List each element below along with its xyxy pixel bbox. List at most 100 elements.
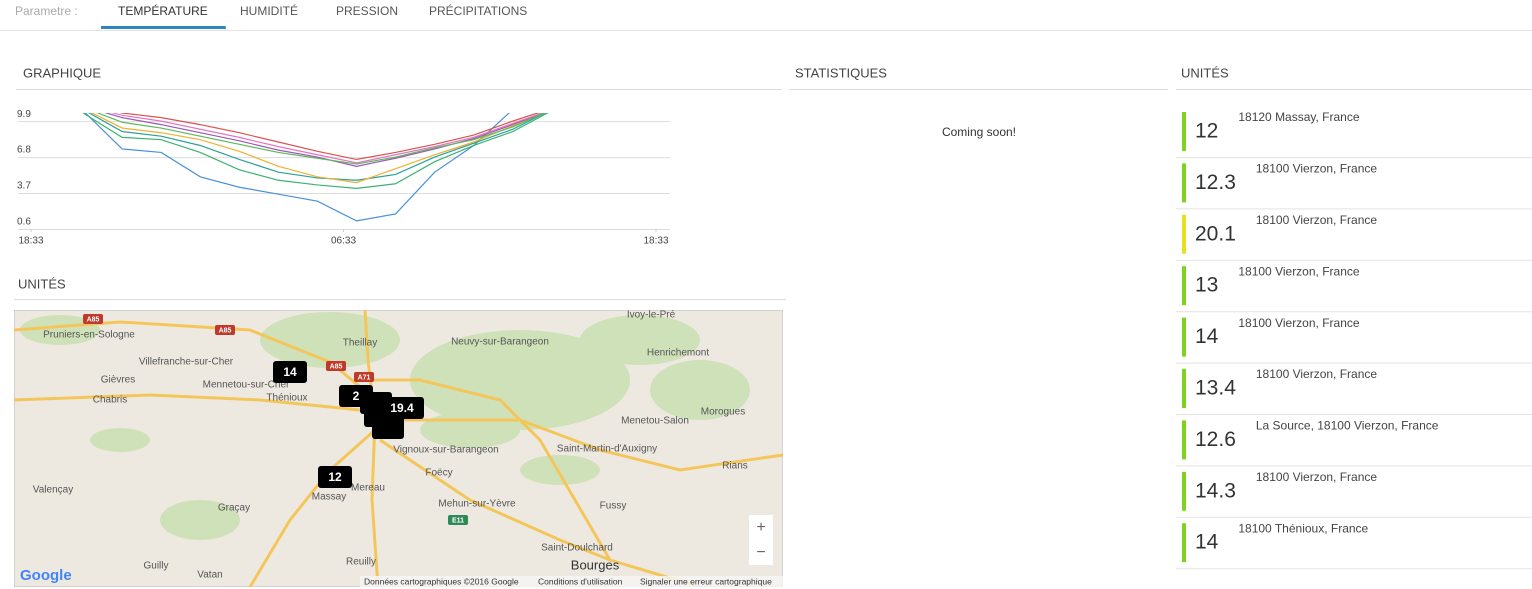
place-label: Vignoux-sur-Barangeon (393, 445, 498, 456)
unit-value[interactable]: 13.4 (1195, 377, 1236, 400)
x-tick-label: 18:33 (18, 236, 43, 247)
place-label: Ivoy-le-Pré (627, 310, 676, 321)
place-label: Foëcy (425, 468, 452, 479)
status-bar (1182, 214, 1186, 254)
series-line (90, 113, 546, 184)
tab-underline (101, 26, 226, 29)
place-label: Graçay (218, 503, 250, 514)
unit-value[interactable]: 12 (1195, 120, 1218, 143)
unit-location[interactable]: 18100 Thénioux, France (1238, 521, 1368, 535)
series-line (84, 113, 510, 222)
unit-value[interactable]: 14 (1195, 531, 1219, 554)
map: Pruniers-en-Sologne Villefranche-sur-Cher… (14, 310, 783, 587)
road-label: A85 (219, 327, 232, 334)
road-label: A85 (330, 363, 343, 370)
place-label: Bourges (571, 557, 620, 572)
map-marker[interactable] (380, 397, 424, 419)
status-bar (1182, 420, 1186, 460)
logo: Google (20, 567, 72, 584)
x-tick-label: 18:33 (643, 236, 668, 247)
status-bar (1182, 369, 1186, 408)
status-bar (1182, 163, 1186, 203)
series-line (88, 113, 547, 181)
status-bar (1182, 112, 1186, 151)
place-label: Thénioux (266, 393, 307, 404)
place-label: Guilly (143, 561, 168, 572)
place-label: Henrichemont (647, 348, 709, 359)
y-tick-label: 6.8 (17, 145, 31, 156)
unit-list: 12 18120 Massay, France 12.3 18100 Vierzon,… (1176, 110, 1532, 570)
zoom-in[interactable]: + (756, 519, 765, 536)
unit-value[interactable]: 13 (1195, 274, 1218, 297)
place-label: Mehun-sur-Yèvre (438, 499, 516, 510)
series-line (96, 113, 546, 165)
unit-location[interactable]: La Source, 18100 Vierzon, France (1256, 419, 1439, 433)
series-line (82, 113, 549, 190)
stats-text: Coming soon! (942, 125, 1016, 139)
map-marker[interactable] (318, 466, 352, 488)
report-link[interactable]: Signaler une erreur cartographique (640, 576, 772, 586)
place-label: Massay (312, 492, 346, 503)
series-line (119, 113, 540, 161)
unit-location[interactable]: 18100 Vierzon, France (1256, 367, 1378, 381)
place-label: Vatan (197, 570, 222, 581)
section-title: STATISTIQUES (795, 65, 887, 80)
road-sign (215, 325, 235, 335)
unit-value[interactable]: 20.1 (1195, 222, 1236, 245)
series-line (104, 113, 545, 167)
unit-location[interactable]: 18100 Vierzon, France (1238, 316, 1360, 330)
plot (82, 113, 549, 222)
place-label: Villefranche-sur-Cher (139, 357, 234, 368)
road-sign (83, 314, 103, 324)
place-label: Theillay (343, 338, 377, 349)
unit-value[interactable]: 14.3 (1195, 479, 1236, 502)
section-title: UNITÉS (18, 276, 66, 291)
unit-value[interactable]: 12.3 (1195, 171, 1236, 194)
marker-label[interactable]: 12 (328, 470, 342, 484)
unit-value[interactable]: 14 (1195, 325, 1219, 348)
section-title: UNITÉS (1181, 65, 1229, 80)
zoom-control[interactable] (749, 515, 773, 565)
map-marker[interactable] (339, 385, 373, 407)
road-label: E11 (452, 517, 464, 524)
terms-link[interactable]: Conditions d'utilisation (538, 576, 623, 586)
place-label: Valençay (33, 485, 73, 496)
road-label: A71 (358, 374, 371, 381)
place-label: Fussy (600, 501, 627, 512)
map-marker[interactable] (273, 361, 307, 383)
unit-value[interactable]: 12.6 (1195, 428, 1236, 451)
road-sign (326, 361, 346, 371)
tab[interactable]: HUMIDITÉ (240, 3, 298, 18)
tab-label: Parametre : (15, 4, 78, 18)
status-bar (1182, 266, 1186, 306)
place-label: Reuilly (346, 557, 376, 568)
status-bar (1182, 523, 1186, 563)
marker-label[interactable]: 14 (283, 365, 297, 379)
unit-location[interactable]: 18100 Vierzon, France (1256, 470, 1378, 484)
marker-label[interactable]: 19.4 (390, 401, 414, 415)
tab[interactable]: PRESSION (336, 4, 398, 18)
place-label: Saint-Doulchard (541, 543, 613, 554)
tab[interactable]: PRÉCIPITATIONS (429, 3, 527, 18)
status-bar (1182, 471, 1186, 511)
place-label: Chabris (93, 395, 127, 406)
unit-location[interactable]: 18100 Vierzon, France (1256, 213, 1378, 227)
unit-location[interactable]: 18120 Massay, France (1238, 110, 1359, 124)
place-label: Gièvres (101, 375, 135, 386)
zoom-out[interactable]: − (756, 544, 765, 561)
road-sign (354, 372, 374, 382)
unit-location[interactable]: 18100 Vierzon, France (1256, 162, 1378, 176)
place-label: Neuvy-sur-Barangeon (451, 337, 549, 348)
marker-label[interactable]: 2 (353, 389, 360, 403)
y-tick-label: 3.7 (17, 181, 31, 192)
place-label: Mereau (351, 483, 385, 494)
series-line (111, 113, 544, 164)
unit-location[interactable]: 18100 Vierzon, France (1238, 264, 1360, 278)
place-label: Rians (722, 461, 748, 472)
place-label: Morogues (701, 407, 745, 418)
x-tick-label: 06:33 (331, 236, 356, 247)
tab[interactable]: TEMPÉRATURE (118, 3, 208, 18)
marker-stack (372, 417, 404, 439)
y-tick-label: 9.9 (17, 109, 31, 120)
